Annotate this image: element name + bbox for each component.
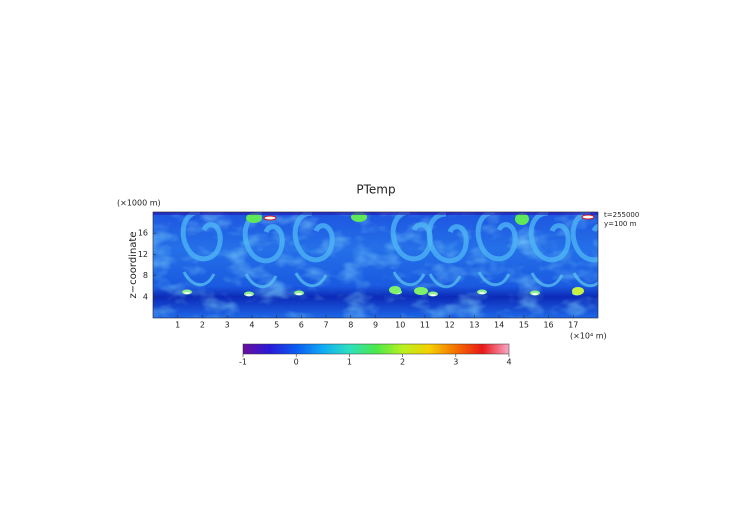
- colorbar-tick-label: 0: [294, 358, 299, 367]
- colorbar-tick-label: 1: [347, 358, 352, 367]
- annotation: y=100 m: [604, 220, 637, 228]
- x-tick-label: 8: [348, 321, 353, 330]
- x-tick-label: 14: [494, 321, 504, 330]
- x-tick-label: 12: [445, 321, 455, 330]
- x-tick-label: 7: [324, 321, 329, 330]
- x-tick-label: 3: [225, 321, 230, 330]
- annotation: t=255000: [604, 211, 639, 219]
- x-tick-label: 5: [274, 321, 279, 330]
- x-unit: (×10⁴ m): [570, 332, 607, 341]
- colorbar: [242, 343, 510, 355]
- y-tick-label: 8: [143, 271, 148, 280]
- x-tick-label: 4: [249, 321, 254, 330]
- colorbar-tick-label: 3: [453, 358, 458, 367]
- x-tick-label: 10: [395, 321, 405, 330]
- colorbar-tick-label: 2: [400, 358, 405, 367]
- x-tick-label: 11: [420, 321, 430, 330]
- y-tick-label: 16: [138, 229, 148, 238]
- field: [153, 212, 598, 318]
- x-tick-label: 9: [373, 321, 378, 330]
- x-tick-label: 6: [299, 321, 304, 330]
- chart-title: PTemp: [356, 183, 395, 197]
- colorbar-tick-label: -1: [239, 358, 247, 367]
- x-tick-label: 16: [543, 321, 553, 330]
- y-tick-label: 12: [138, 250, 148, 259]
- x-tick-label: 13: [469, 321, 479, 330]
- x-tick-label: 2: [200, 321, 205, 330]
- y-tick-label: 4: [143, 292, 148, 301]
- y-unit: (×1000 m): [117, 199, 161, 208]
- x-tick-label: 1: [175, 321, 180, 330]
- x-tick-label: 17: [568, 321, 578, 330]
- y-axis-label: z−coordinate: [128, 232, 139, 299]
- colorbar-tick-label: 4: [506, 358, 511, 367]
- x-tick-label: 15: [519, 321, 529, 330]
